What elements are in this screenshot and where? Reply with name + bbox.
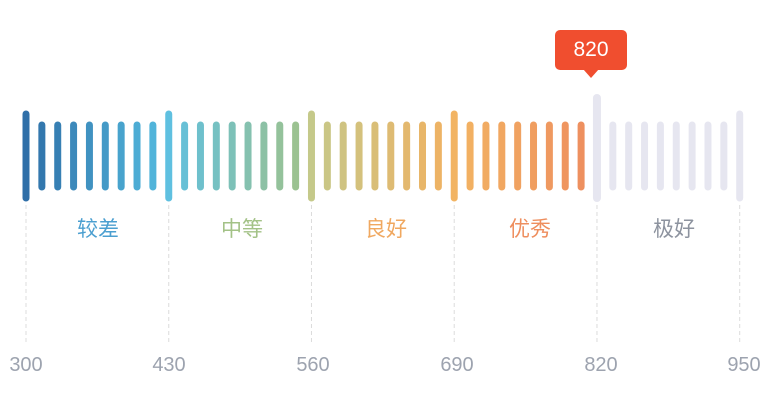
tick-label-820: 820 <box>584 354 618 376</box>
tick-label-300: 300 <box>9 354 43 376</box>
band-label-excellent: 优秀 <box>509 217 551 241</box>
band-label-fair: 中等 <box>221 217 263 241</box>
band-label-good: 良好 <box>365 217 407 241</box>
band-label-poor: 较差 <box>77 217 119 241</box>
tick-label-690: 690 <box>440 354 474 376</box>
band-label-superb: 极好 <box>653 217 695 241</box>
tick-label-430: 430 <box>152 354 186 376</box>
tick-label-560: 560 <box>296 354 330 376</box>
score-badge: 820 <box>555 30 627 78</box>
tick-label-950: 950 <box>727 354 761 376</box>
